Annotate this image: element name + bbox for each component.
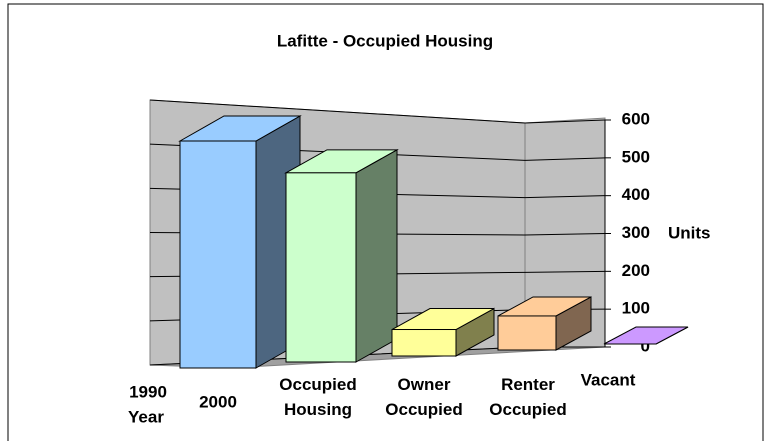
y-tick-label: 0	[641, 336, 650, 355]
grid-line	[149, 99, 606, 124]
y-tick-label: 400	[622, 185, 650, 204]
x-tick-label: Renter Occupied	[489, 375, 566, 419]
depth-label: 1990	[129, 382, 167, 401]
y-tick-label: 200	[622, 261, 650, 280]
x-tick-label: Year	[128, 407, 164, 426]
x-tick-label: Occupied Housing	[279, 375, 356, 419]
y-axis-label: Units	[668, 223, 711, 242]
bar-top	[603, 326, 689, 345]
x-tick-label: Vacant	[581, 370, 636, 389]
y-tick-label: 600	[622, 109, 650, 128]
y-tick-label: 500	[622, 147, 650, 166]
bar	[391, 329, 457, 357]
bar	[497, 315, 557, 351]
bar-side	[355, 148, 398, 363]
y-tick-label: 300	[622, 223, 650, 242]
bar	[179, 140, 257, 369]
x-tick-label: Owner Occupied	[385, 375, 462, 419]
y-tick-label: 100	[622, 299, 650, 318]
bar	[285, 172, 357, 363]
depth-label: 2000	[199, 392, 237, 411]
chart-title: Lafitte - Occupied Housing	[277, 31, 493, 50]
